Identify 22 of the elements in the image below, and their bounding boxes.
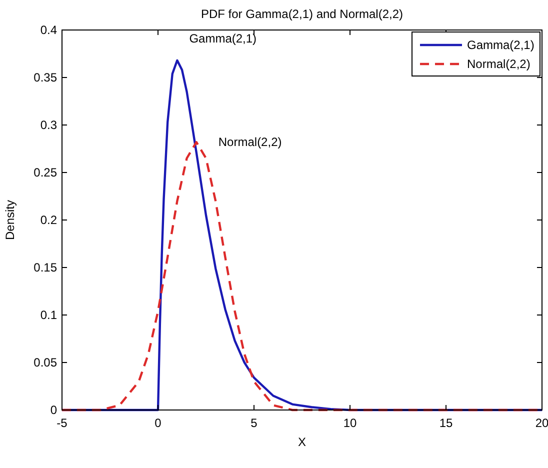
annotation: Gamma(2,1) (189, 31, 257, 46)
y-tick-label: 0.35 (34, 70, 58, 84)
x-tick-label: 20 (535, 416, 548, 430)
y-tick-label: 0.05 (34, 356, 58, 370)
y-tick-label: 0.15 (34, 260, 58, 274)
x-tick-label: 10 (343, 416, 357, 430)
y-axis-title: Density (3, 200, 17, 240)
y-tick-label: 0 (50, 403, 58, 417)
y-tick-label: 0.25 (34, 166, 58, 180)
x-tick-label: -5 (56, 416, 68, 430)
x-tick-label: 5 (250, 416, 258, 430)
x-tick-label: 0 (154, 416, 162, 430)
y-tick-label: 0.1 (40, 308, 58, 322)
x-tick-label: 15 (439, 416, 453, 430)
annotation: Normal(2,2) (218, 135, 282, 150)
y-tick-label: 0.2 (40, 213, 58, 227)
legend-label: Normal(2,2) (467, 57, 530, 71)
y-tick-label: 0.4 (40, 23, 58, 37)
legend-label: Gamma(2,1) (467, 38, 534, 52)
chart-title: PDF for Gamma(2,1) and Normal(2,2) (200, 7, 404, 21)
y-tick-label: 0.3 (40, 118, 58, 132)
x-axis-title: X (298, 435, 306, 449)
